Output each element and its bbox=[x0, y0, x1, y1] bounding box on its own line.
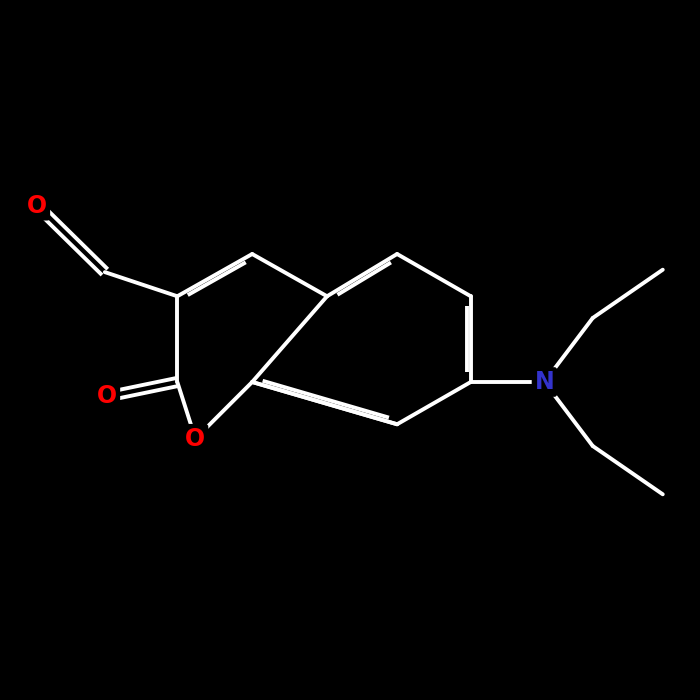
Text: O: O bbox=[186, 427, 206, 451]
Text: N: N bbox=[535, 370, 554, 394]
Text: O: O bbox=[97, 384, 118, 409]
Text: O: O bbox=[27, 194, 48, 218]
